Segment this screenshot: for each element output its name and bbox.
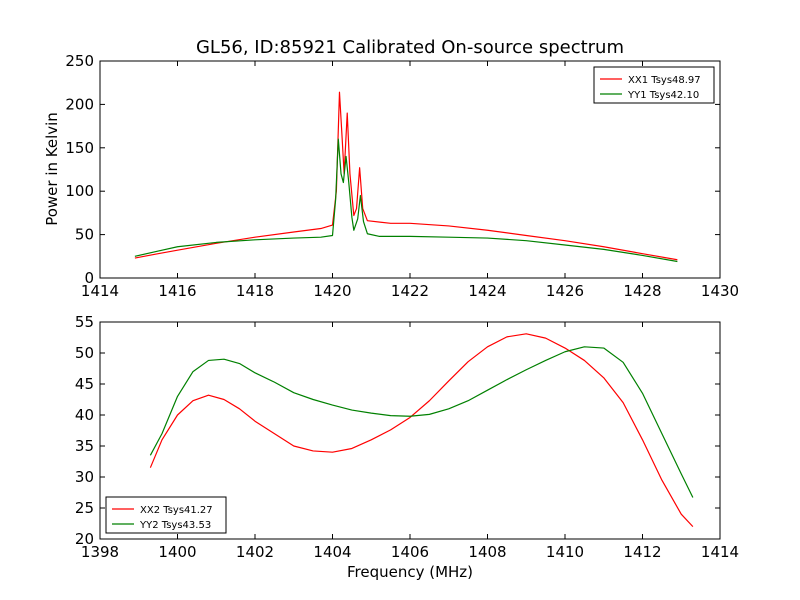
top-chart-title: GL56, ID:85921 Calibrated On-source spec… bbox=[196, 37, 624, 58]
bottom-y-tick-label: 40 bbox=[75, 406, 94, 424]
top-legend-label-1: XX1 Tsys48.97 bbox=[628, 75, 701, 86]
top-y-tick-label: 250 bbox=[65, 52, 94, 70]
bottom-x-tick-label: 1410 bbox=[546, 543, 584, 561]
bottom-x-tick-label: 1414 bbox=[701, 543, 739, 561]
top-chart-y-axis-label: Power in Kelvin bbox=[43, 112, 61, 226]
bottom-x-tick-label: 1404 bbox=[313, 543, 351, 561]
top-x-tick-label: 1430 bbox=[701, 282, 739, 300]
top-y-tick-label: 50 bbox=[75, 226, 94, 244]
bottom-y-tick-label: 50 bbox=[75, 344, 94, 362]
bottom-x-tick-label: 1398 bbox=[81, 543, 119, 561]
top-legend-label-2: YY1 Tsys42.10 bbox=[627, 90, 699, 101]
bottom-x-tick-label: 1402 bbox=[236, 543, 274, 561]
bottom-x-tick-label: 1400 bbox=[158, 543, 196, 561]
bottom-y-tick-label: 20 bbox=[75, 530, 94, 548]
bottom-chart-x-axis-label: Frequency (MHz) bbox=[347, 563, 473, 581]
top-y-tick-label: 150 bbox=[65, 139, 94, 157]
top-x-tick-label: 1428 bbox=[623, 282, 661, 300]
top-x-tick-label: 1426 bbox=[546, 282, 584, 300]
top-chart-panel: GL56, ID:85921 Calibrated On-source spec… bbox=[43, 37, 739, 300]
bottom-chart-panel: Frequency (MHz) 1398 1400 1402 1404 1406 1408… bbox=[75, 313, 739, 581]
bottom-legend-label-2: YY2 Tsys43.53 bbox=[139, 520, 211, 531]
top-y-tick-label: 200 bbox=[65, 95, 94, 113]
top-y-tick-label: 0 bbox=[84, 269, 94, 287]
top-x-tick-label: 1420 bbox=[313, 282, 351, 300]
bottom-legend: XX2 Tsys41.27 YY2 Tsys43.53 bbox=[105, 496, 227, 534]
top-legend-box bbox=[593, 66, 715, 104]
bottom-y-tick-label: 25 bbox=[75, 499, 94, 517]
top-x-tick-label: 1416 bbox=[158, 282, 196, 300]
bottom-y-tick-label: 35 bbox=[75, 437, 94, 455]
top-chart-plot-area: 1414 1416 1418 1420 1422 1424 1426 1428 1430 0 50 1… bbox=[65, 52, 739, 300]
bottom-x-tick-label: 1412 bbox=[623, 543, 661, 561]
top-series-line-2 bbox=[134, 138, 678, 263]
top-legend: XX1 Tsys48.97 YY1 Tsys42.10 bbox=[593, 66, 715, 104]
bottom-y-tick-label: 30 bbox=[75, 468, 94, 486]
top-x-tick-label: 1418 bbox=[236, 282, 274, 300]
bottom-series-line-1 bbox=[149, 333, 694, 528]
bottom-chart-plot-area: 1398 1400 1402 1404 1406 1408 1410 1412 1414 20 25… bbox=[75, 313, 739, 561]
top-x-tick-label: 1414 bbox=[81, 282, 119, 300]
top-series-line-1 bbox=[134, 91, 678, 261]
bottom-series-line-2 bbox=[149, 346, 694, 498]
top-x-tick-label: 1424 bbox=[468, 282, 506, 300]
bottom-x-tick-label: 1408 bbox=[468, 543, 506, 561]
top-y-tick-label: 100 bbox=[65, 182, 94, 200]
bottom-legend-label-1: XX2 Tsys41.27 bbox=[140, 505, 213, 516]
top-x-tick-label: 1422 bbox=[391, 282, 429, 300]
bottom-x-tick-label: 1406 bbox=[391, 543, 429, 561]
bottom-y-tick-label: 55 bbox=[75, 313, 94, 331]
bottom-legend-box bbox=[105, 496, 227, 534]
bottom-y-tick-label: 45 bbox=[75, 375, 94, 393]
